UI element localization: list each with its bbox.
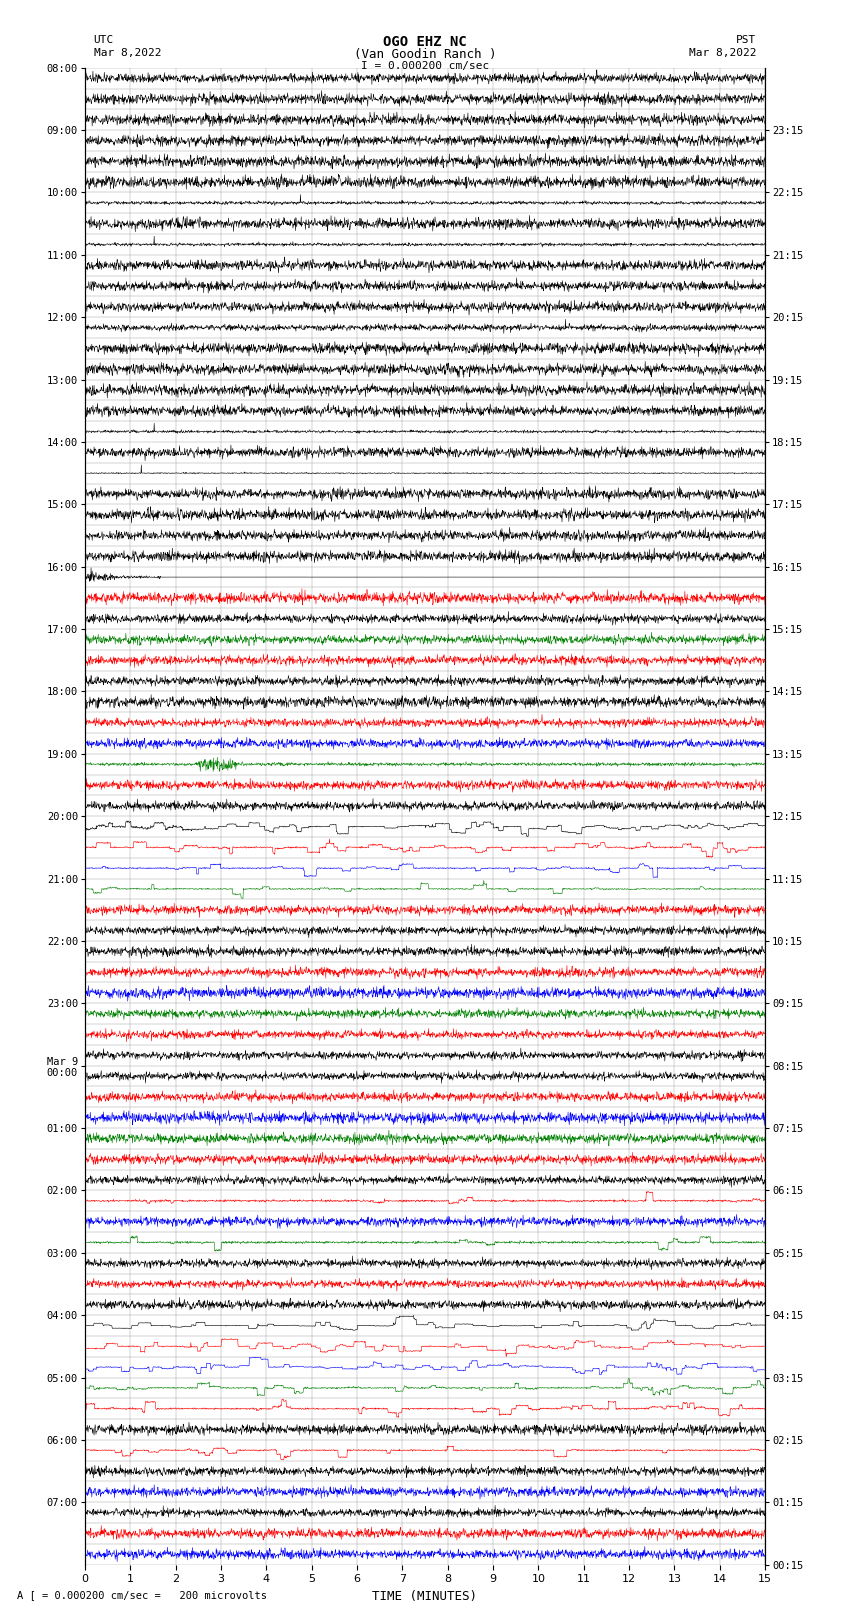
Text: I = 0.000200 cm/sec: I = 0.000200 cm/sec: [361, 61, 489, 71]
Text: UTC: UTC: [94, 35, 114, 45]
Text: PST: PST: [736, 35, 756, 45]
X-axis label: TIME (MINUTES): TIME (MINUTES): [372, 1590, 478, 1603]
Text: OGO EHZ NC: OGO EHZ NC: [383, 35, 467, 50]
Text: A [ = 0.000200 cm/sec =   200 microvolts: A [ = 0.000200 cm/sec = 200 microvolts: [17, 1590, 267, 1600]
Text: Mar 8,2022: Mar 8,2022: [689, 48, 756, 58]
Text: Mar 8,2022: Mar 8,2022: [94, 48, 161, 58]
Text: (Van Goodin Ranch ): (Van Goodin Ranch ): [354, 48, 496, 61]
